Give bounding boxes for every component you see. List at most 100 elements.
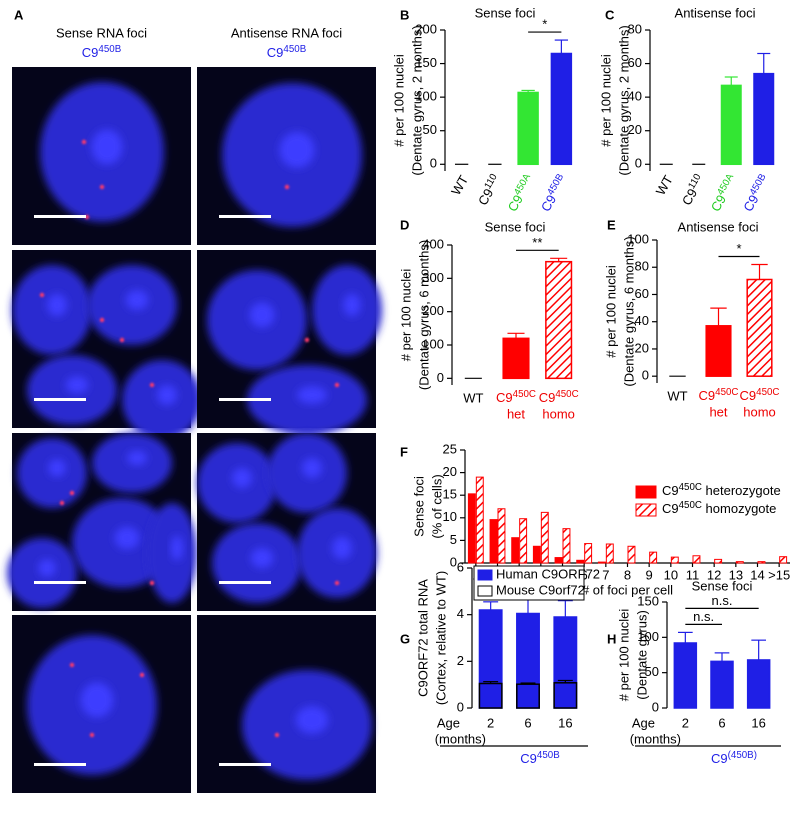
bar [714, 558, 723, 564]
panel-letter: E [607, 217, 616, 232]
rna-focus [284, 184, 290, 190]
x-tick-label: 7 [602, 567, 609, 582]
bar [516, 683, 540, 709]
nucleolus [114, 526, 140, 550]
x-tick-sublabel: het [507, 406, 525, 421]
scale-bar [219, 398, 271, 401]
rna-focus [304, 337, 310, 343]
x-tick-label: 11 [686, 567, 700, 582]
y-axis-label: C9ORF72 total RNA [415, 579, 430, 697]
legend-label: C9450C heterozygote [662, 482, 781, 499]
nucleolus [170, 535, 184, 561]
rna-focus [334, 580, 340, 586]
y-tick-label: 4 [457, 606, 464, 621]
bar [554, 557, 563, 564]
x-axis-label: Age [632, 715, 655, 730]
nucleolus [65, 376, 89, 394]
y-tick-label: 6 [457, 559, 464, 574]
rna-focus [99, 184, 105, 190]
y-tick-label: 100 [415, 89, 437, 104]
x-tick-label: 6 [718, 715, 725, 730]
bar [489, 519, 498, 564]
bar [467, 493, 476, 564]
panel-letter: A [14, 7, 24, 22]
x-tick-label: >15 [768, 567, 790, 582]
rna-focus [81, 139, 87, 145]
x-tick-sublabel: het [709, 404, 727, 419]
y-axis-label: # per 100 nuclei [391, 54, 406, 147]
panel-letter: D [400, 217, 409, 232]
x-tick-label: C9110 [678, 171, 709, 208]
x-tick-label: 6 [524, 715, 531, 730]
x-tick-label: WT [667, 388, 687, 403]
y-tick-label: 100 [627, 231, 649, 246]
y-tick-label: 20 [628, 122, 642, 137]
x-tick-label: 2 [487, 715, 494, 730]
bar [532, 545, 541, 564]
y-tick-label: 40 [628, 89, 642, 104]
scale-bar [219, 763, 271, 766]
bar [670, 556, 679, 564]
nucleolus [249, 302, 275, 328]
legend-swatch [477, 569, 493, 581]
nucleolus [48, 459, 66, 477]
x-tick-label: 10 [664, 567, 678, 582]
y-axis-label-2: (Dentate gyrus) [634, 610, 649, 700]
rna-focus [149, 580, 155, 586]
x-tick-label: WT [463, 390, 483, 405]
y-axis-label-2: (% of cells) [429, 474, 444, 538]
y-tick-label: 0 [642, 368, 649, 383]
nucleolus [250, 548, 274, 568]
y-tick-label: 400 [422, 236, 444, 251]
rna-focus [59, 500, 65, 506]
x-tick-sublabel: homo [743, 404, 776, 419]
x-axis-label: # of foci per cell [582, 582, 673, 597]
bar [720, 84, 742, 166]
micrograph [12, 67, 191, 245]
panel-letter: C [605, 7, 615, 22]
bar [511, 537, 520, 564]
bar [540, 511, 549, 564]
bar [627, 545, 636, 564]
x-tick-label: WT [448, 173, 471, 198]
bar [649, 551, 658, 564]
bar [475, 476, 484, 564]
legend-swatch [477, 585, 493, 597]
y-tick-label: 150 [415, 55, 437, 70]
y-tick-label: 0 [450, 554, 457, 569]
legend-label: Human C9ORF72 [496, 566, 600, 581]
nucleolus [343, 293, 361, 317]
bar [519, 518, 528, 564]
panel-letter: G [400, 631, 410, 646]
nucleolus [127, 450, 147, 466]
micrograph [197, 67, 376, 245]
nucleolus [332, 536, 352, 560]
x-tick-label: 12 [707, 567, 721, 582]
bar [746, 659, 771, 709]
y-tick-label: 15 [443, 487, 457, 502]
x-tick-label: C9450A [503, 171, 538, 214]
bar [746, 278, 773, 377]
rna-focus [274, 732, 280, 738]
x-tick-label: C9450A [707, 171, 742, 214]
legend-swatch [635, 485, 657, 499]
y-axis-label: # per 100 nuclei [398, 269, 413, 362]
x-tick-label: 2 [682, 715, 689, 730]
x-tick-label: C9450C [740, 387, 780, 404]
rna-focus [149, 382, 155, 388]
y-axis-label-2: (Cortex, relative to WT) [433, 571, 448, 705]
bar [673, 642, 698, 709]
y-axis-label: # per 100 nuclei [598, 54, 613, 147]
bar [562, 528, 571, 564]
nucleolus [47, 293, 67, 317]
y-tick-label: 25 [443, 441, 457, 456]
y-tick-label: 150 [637, 593, 659, 608]
x-tick-label: C9450B [537, 172, 571, 215]
bar [757, 561, 766, 564]
y-tick-label: 2 [457, 653, 464, 668]
legend-label: Mouse C9orf72 [496, 582, 585, 597]
chart-title: Sense foci [692, 578, 753, 593]
y-tick-label: 0 [430, 156, 437, 171]
legend-label: C9450C homozygote [662, 500, 776, 517]
bar [545, 260, 573, 380]
